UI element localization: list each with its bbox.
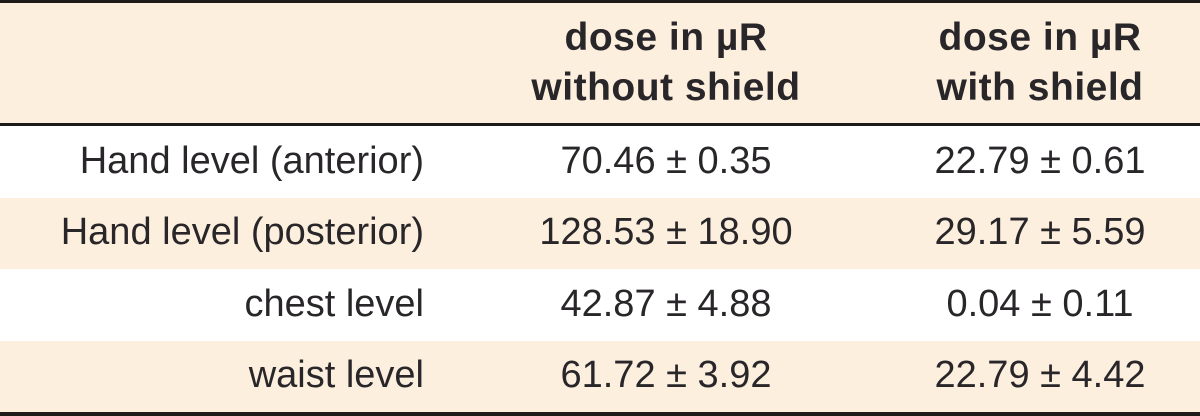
header-dose-without-shield: dose in µR without shield (452, 13, 880, 113)
dose-without-shield-value: 128.53 ± 18.90 (539, 211, 793, 254)
table-row-hand-posterior: Hand level (posterior) 128.53 ± 18.90 29… (0, 197, 1200, 269)
dose-with-shield-value: 0.04 ± 0.11 (946, 282, 1134, 325)
header-with-shield-line2: with shield (936, 66, 1144, 109)
table-header-row: dose in µR without shield dose in µR wit… (0, 3, 1200, 126)
dose-without-shield-value: 61.72 ± 3.92 (560, 354, 772, 397)
row-label: Hand level (posterior) (60, 211, 424, 254)
header-with-shield-line1: dose in µR (938, 16, 1142, 60)
row-label: Hand level (anterior) (79, 139, 424, 182)
dose-with-shield-value: 22.79 ± 4.42 (934, 354, 1146, 397)
header-dose-with-shield: dose in µR with shield (880, 13, 1200, 113)
row-label: chest level (244, 282, 424, 325)
table-row-waist-level: waist level 61.72 ± 3.92 22.79 ± 4.42 (0, 340, 1200, 412)
dose-with-shield-value: 22.79 ± 0.61 (934, 139, 1146, 182)
dose-with-shield-value: 29.17 ± 5.59 (934, 211, 1146, 254)
table-row-hand-anterior: Hand level (anterior) 70.46 ± 0.35 22.79… (0, 126, 1200, 198)
header-without-shield-line2: without shield (531, 66, 801, 109)
row-label: waist level (248, 354, 424, 397)
header-without-shield-line1: dose in µR (564, 16, 768, 60)
dose-without-shield-value: 70.46 ± 0.35 (560, 139, 772, 182)
dose-without-shield-value: 42.87 ± 4.88 (560, 282, 772, 325)
table-row-chest-level: chest level 42.87 ± 4.88 0.04 ± 0.11 (0, 269, 1200, 341)
